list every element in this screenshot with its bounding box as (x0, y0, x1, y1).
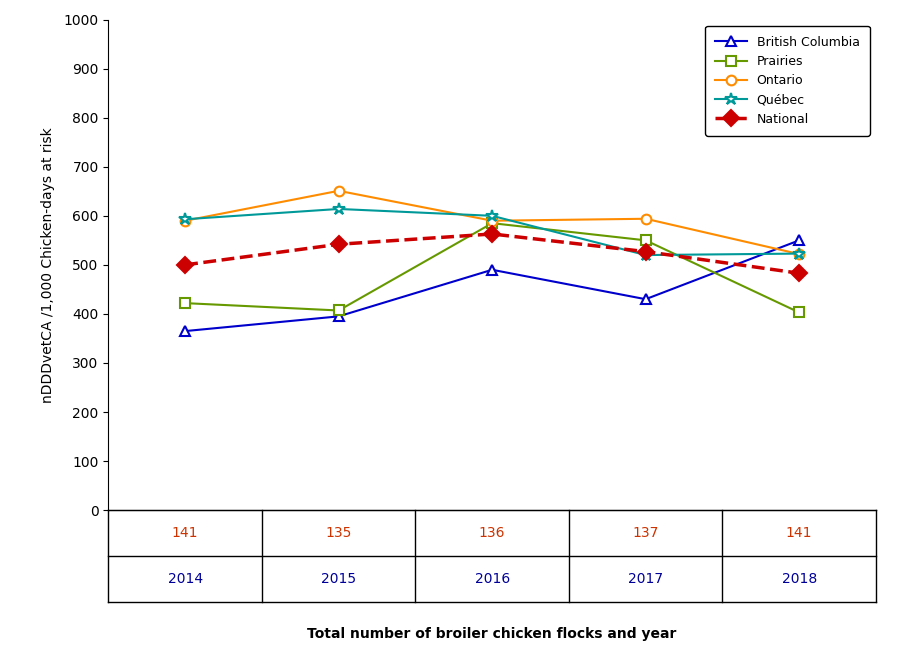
Ontario (486, 217, 497, 225)
Line: British Columbia: British Columbia (180, 235, 803, 336)
Line: Québec: Québec (179, 203, 805, 262)
National (486, 230, 497, 238)
National (640, 248, 650, 256)
Ontario (179, 217, 190, 225)
Text: 141: 141 (785, 526, 812, 540)
National (793, 269, 804, 277)
Text: Total number of broiler chicken flocks and year: Total number of broiler chicken flocks a… (307, 627, 676, 642)
Text: 2018: 2018 (780, 572, 816, 586)
Québec (333, 205, 344, 213)
Text: 2017: 2017 (628, 572, 662, 586)
Prairies (486, 219, 497, 227)
Legend: British Columbia, Prairies, Ontario, Québec, National: British Columbia, Prairies, Ontario, Qué… (704, 26, 869, 136)
British Columbia (640, 296, 650, 303)
Y-axis label: nDDDvetCA /1,000 Chicken-days at risk: nDDDvetCA /1,000 Chicken-days at risk (41, 127, 55, 403)
Text: 136: 136 (478, 526, 505, 540)
Québec (179, 215, 190, 223)
Line: National: National (179, 228, 804, 279)
Ontario (793, 250, 804, 258)
Prairies (640, 237, 650, 245)
Prairies (333, 307, 344, 315)
Text: 2015: 2015 (321, 572, 355, 586)
Line: Ontario: Ontario (180, 186, 803, 259)
Line: Prairies: Prairies (180, 218, 803, 317)
Text: 137: 137 (631, 526, 658, 540)
Québec (793, 250, 804, 258)
Text: 141: 141 (171, 526, 198, 540)
Prairies (793, 309, 804, 317)
Text: 2016: 2016 (474, 572, 510, 586)
Text: 2014: 2014 (168, 572, 202, 586)
British Columbia (793, 237, 804, 245)
National (333, 241, 344, 249)
British Columbia (486, 266, 497, 273)
Québec (486, 212, 497, 220)
Ontario (333, 187, 344, 195)
British Columbia (333, 313, 344, 320)
Prairies (179, 300, 190, 307)
Québec (640, 251, 650, 259)
Ontario (640, 215, 650, 222)
Text: 135: 135 (325, 526, 352, 540)
British Columbia (179, 327, 190, 335)
National (179, 261, 190, 269)
